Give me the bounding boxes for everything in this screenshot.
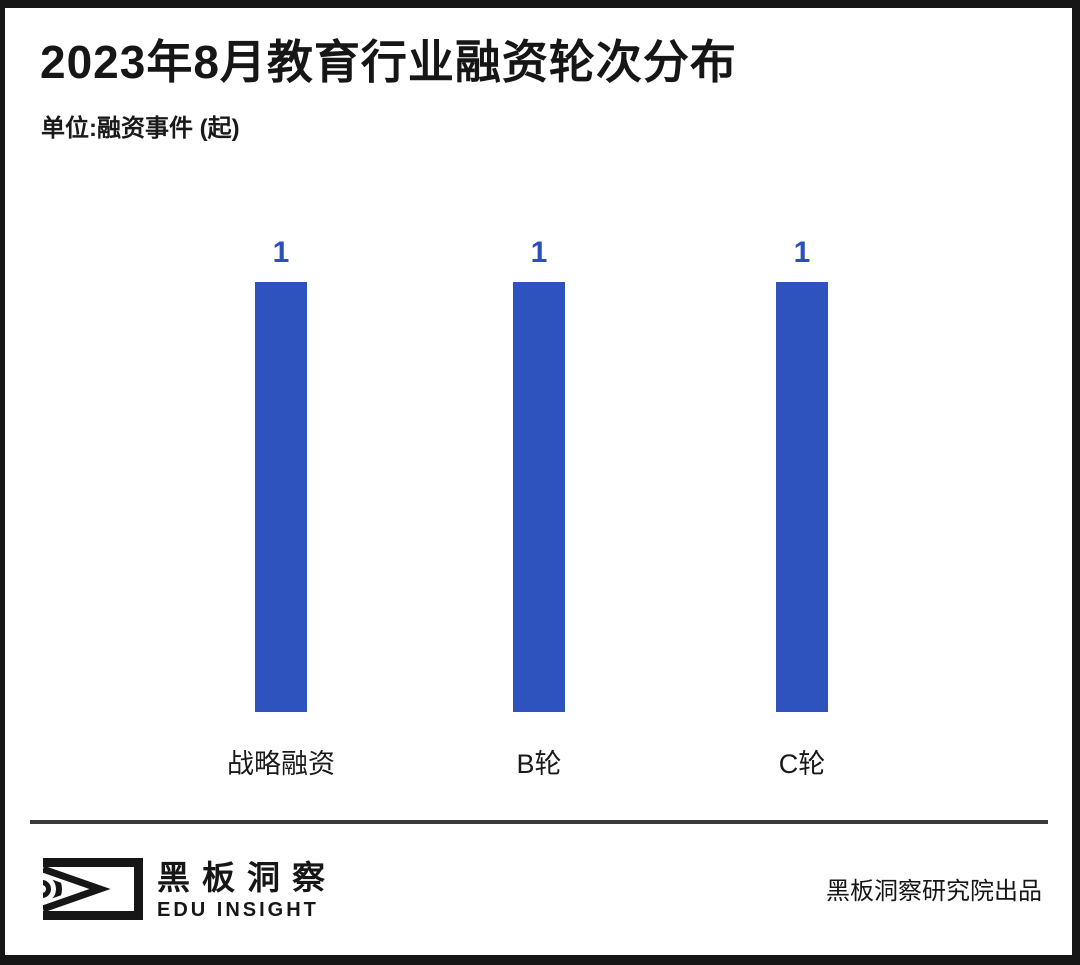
bar xyxy=(255,282,307,712)
bar-group: 1 C轮 xyxy=(732,236,872,780)
bar xyxy=(513,282,565,712)
bar-value-label: 1 xyxy=(272,236,290,269)
bar-category-label: 战略融资 xyxy=(227,749,335,779)
bar-category-label: C轮 xyxy=(778,749,826,779)
eye-logo-icon xyxy=(43,858,143,920)
unit-label: 单位:融资事件 (起) xyxy=(41,115,240,142)
brand-name-en: EDU INSIGHT xyxy=(157,899,319,921)
brand-name-cn: 黑板洞察 xyxy=(157,859,337,896)
credit-text: 黑板洞察研究院出品 xyxy=(826,878,1042,905)
bar-value-label: 1 xyxy=(793,236,811,269)
bar-category-label: B轮 xyxy=(516,749,562,779)
bar-group: 1 B轮 xyxy=(469,236,609,780)
bar-group: 1 战略融资 xyxy=(211,236,351,780)
footer-divider xyxy=(30,820,1048,824)
bar xyxy=(776,282,828,712)
brand-text-block: 黑板洞察 EDU INSIGHT xyxy=(157,859,337,921)
page-title: 2023年8月教育行业融资轮次分布 xyxy=(40,36,737,88)
bar-value-label: 1 xyxy=(530,236,548,269)
bar-chart: 1 战略融资 1 B轮 1 C轮 xyxy=(5,236,1072,796)
brand-logo: 黑板洞察 EDU INSIGHT xyxy=(43,858,337,921)
